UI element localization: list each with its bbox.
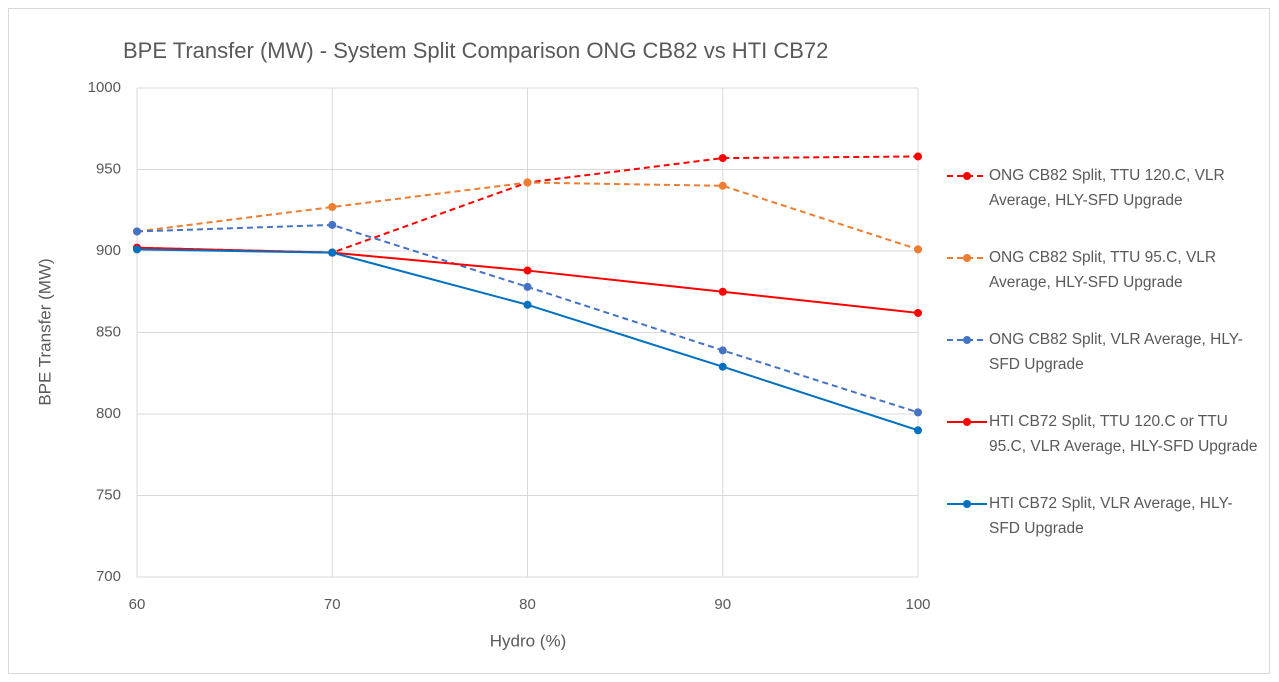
legend-item: HTI CB72 Split, TTU 120.C or TTU 95.C, V…	[945, 409, 1259, 459]
data-point	[718, 362, 727, 371]
legend-swatch	[947, 500, 987, 508]
data-point	[523, 300, 532, 309]
chart-frame	[8, 8, 1270, 674]
legend-marker	[963, 500, 971, 508]
legend-label: ONG CB82 Split, VLR Average, HLY-SFD Upg…	[989, 331, 1243, 373]
y-tick-label: 700	[96, 568, 121, 585]
data-point	[133, 245, 141, 254]
data-point	[914, 308, 922, 317]
legend-label: ONG CB82 Split, TTU 95.C, VLR Average, H…	[989, 249, 1217, 291]
y-tick-label: 750	[96, 486, 121, 503]
y-tick-label: 950	[96, 160, 121, 177]
legend-label: HTI CB72 Split, VLR Average, HLY-SFD Upg…	[989, 495, 1233, 537]
data-point	[914, 152, 922, 161]
y-tick-label: 800	[96, 405, 121, 422]
data-point	[328, 202, 337, 211]
legend-marker	[963, 336, 971, 344]
legend-marker	[963, 172, 971, 180]
legend-label: HTI CB72 Split, TTU 120.C or TTU 95.C, V…	[989, 413, 1258, 455]
y-tick-label: 900	[96, 242, 121, 259]
y-tick-label: 1000	[88, 79, 121, 96]
data-point	[914, 408, 922, 417]
x-axis-label: Hydro (%)	[490, 631, 567, 650]
data-point	[718, 154, 727, 163]
data-point	[914, 426, 922, 435]
legend-marker	[963, 254, 971, 262]
legend-label: ONG CB82 Split, TTU 120.C, VLR Average, …	[989, 167, 1225, 209]
data-point	[523, 178, 532, 187]
data-point	[523, 266, 532, 275]
data-point	[133, 227, 141, 236]
y-axis-label: BPE Transfer (MW)	[35, 258, 54, 405]
legend-swatch	[947, 254, 987, 262]
legend-item: ONG CB82 Split, TTU 95.C, VLR Average, H…	[945, 245, 1259, 295]
chart-title: BPE Transfer (MW) - System Split Compari…	[123, 38, 828, 63]
x-tick-label: 80	[519, 596, 536, 613]
x-tick-label: 60	[129, 596, 146, 613]
legend-swatch	[947, 336, 987, 344]
data-point	[328, 220, 337, 229]
legend-swatch	[947, 418, 987, 426]
x-tick-label: 70	[324, 596, 341, 613]
data-point	[718, 346, 727, 355]
x-tick-label: 100	[905, 596, 930, 613]
legend: ONG CB82 Split, TTU 120.C, VLR Average, …	[945, 163, 1259, 541]
legend-marker	[963, 418, 971, 426]
data-point	[328, 248, 337, 257]
legend-item: HTI CB72 Split, VLR Average, HLY-SFD Upg…	[945, 491, 1259, 541]
data-point	[523, 282, 532, 291]
y-tick-label: 850	[96, 323, 121, 340]
x-tick-label: 90	[714, 596, 731, 613]
legend-item: ONG CB82 Split, TTU 120.C, VLR Average, …	[945, 163, 1259, 213]
data-point	[718, 181, 727, 190]
data-point	[718, 287, 727, 296]
legend-item: ONG CB82 Split, VLR Average, HLY-SFD Upg…	[945, 327, 1259, 377]
data-point	[914, 245, 922, 254]
legend-swatch	[947, 172, 987, 180]
